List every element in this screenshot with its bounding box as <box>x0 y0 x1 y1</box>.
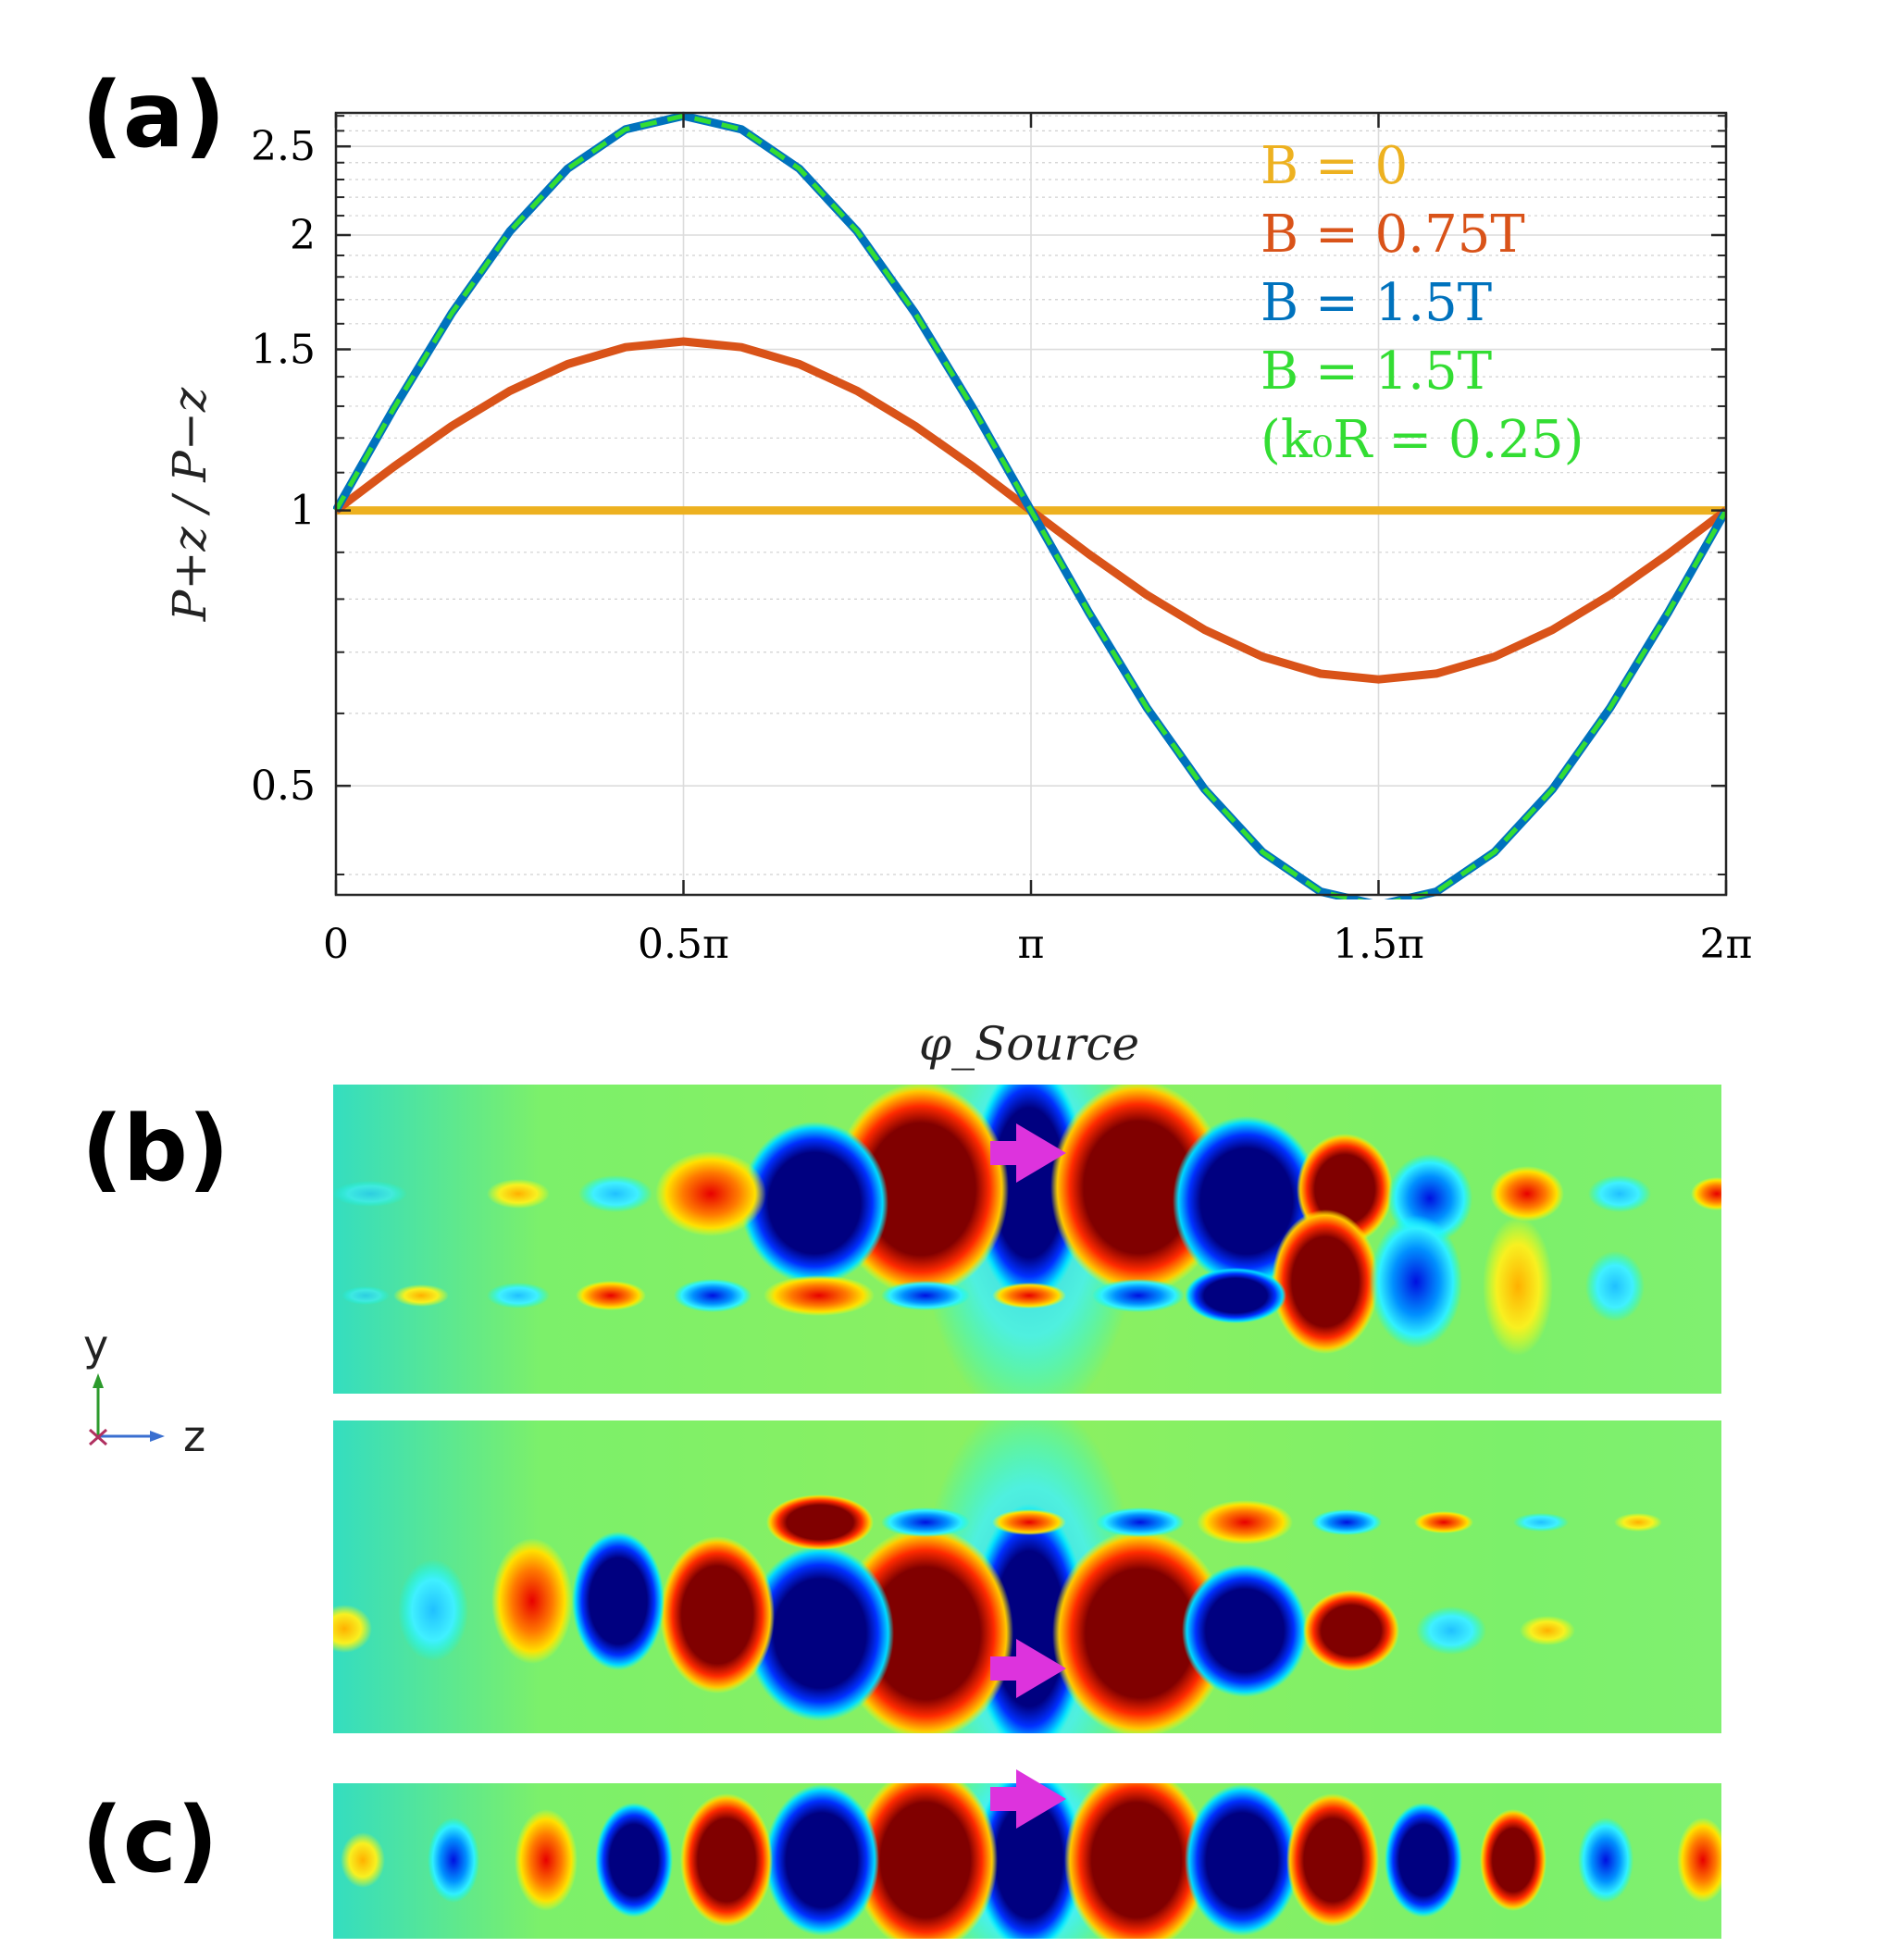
x-tick-label: 0 <box>323 921 349 968</box>
lobe <box>992 1283 1066 1309</box>
legend-entry-b15: B = 1.5T <box>1261 273 1492 333</box>
chart-plot-area: 0 0.5π π 1.5π 2π 0.5 1 1.5 2 2.5 <box>251 111 1752 968</box>
triad-z-arrow-icon <box>150 1431 165 1442</box>
lobe <box>1588 1175 1651 1212</box>
lobe <box>1303 1590 1399 1671</box>
lobe <box>740 1122 888 1284</box>
series-layer <box>333 111 1725 899</box>
triad-z-label: z <box>183 1411 205 1461</box>
lobe <box>1385 1803 1462 1917</box>
source-arrow-icon <box>990 1123 1066 1183</box>
lobe <box>515 1809 578 1911</box>
y-axis-label-text: P+z / P−z <box>163 387 217 622</box>
x-tick-labels: 0 0.5π π 1.5π 2π <box>323 921 1752 968</box>
lobe <box>428 1817 479 1903</box>
triad-y-label: y <box>83 1321 108 1371</box>
lobe <box>595 1803 673 1917</box>
lobe <box>1513 1513 1569 1532</box>
lobe <box>1197 1500 1293 1544</box>
lobe <box>746 1545 894 1721</box>
lobe <box>1272 1209 1379 1354</box>
y-tick-label: 2.5 <box>251 123 316 170</box>
lobe <box>853 1783 998 1939</box>
lobe <box>1677 1817 1721 1903</box>
field-map-b-top <box>333 1085 1721 1394</box>
y-tick-label: 0.5 <box>251 763 316 810</box>
lobe <box>1585 1251 1645 1321</box>
lobe <box>1691 1177 1721 1210</box>
series-line-3 <box>333 113 1725 899</box>
y-tick-labels: 0.5 1 1.5 2 2.5 <box>251 123 316 810</box>
legend-entry-k0r-note: (k₀R = 0.25) <box>1261 410 1584 470</box>
source-arrow-icon <box>990 1639 1066 1698</box>
triad-y-arrow-icon <box>93 1373 104 1388</box>
lobe <box>764 1784 879 1936</box>
lobe <box>766 1495 874 1550</box>
lobe <box>1064 1783 1209 1939</box>
lobe <box>341 1832 385 1888</box>
lobe <box>1096 1507 1185 1537</box>
y-tick-label: 1 <box>290 488 316 535</box>
lobe <box>342 1286 390 1305</box>
lobe <box>487 1283 550 1309</box>
panel-label-a: (a) <box>81 63 226 168</box>
lobe <box>674 1279 751 1312</box>
lobe <box>393 1284 449 1307</box>
legend-entry-b15-k0r: B = 1.5T <box>1261 341 1492 402</box>
lobe <box>1185 1784 1299 1936</box>
x-tick-label: 2π <box>1700 921 1753 968</box>
lobe <box>1286 1793 1379 1927</box>
field-map-c <box>333 1769 1721 1939</box>
x-tick-label: 0.5π <box>638 921 729 968</box>
lobe <box>655 1151 766 1236</box>
lobe <box>1480 1809 1546 1911</box>
lobe <box>572 1532 665 1670</box>
lobe <box>975 1783 1083 1939</box>
y-axis-label: P+z / P−z <box>163 387 217 622</box>
x-axis-label: φ_Source <box>919 1017 1139 1071</box>
lobe <box>1370 1215 1462 1348</box>
legend-entry-b075: B = 0.75T <box>1261 205 1525 265</box>
y-tick-label: 2 <box>290 212 316 259</box>
axes-triad: y z <box>83 1321 205 1461</box>
lobe <box>972 1085 1087 1303</box>
lobe <box>660 1536 775 1693</box>
x-tick-label: 1.5π <box>1333 921 1424 968</box>
legend-entry-b0: B = 0 <box>1261 136 1408 196</box>
lobe <box>1052 1530 1228 1733</box>
y-tick-label: 1.5 <box>251 327 316 374</box>
lobe <box>1490 1166 1564 1222</box>
lobe <box>333 1181 407 1207</box>
panel-label-c: (c) <box>81 1788 218 1893</box>
lobe <box>680 1793 773 1927</box>
source-arrow-icon <box>990 1769 1066 1829</box>
lobe <box>578 1175 652 1212</box>
lobe <box>1182 1564 1308 1697</box>
tick-marks <box>334 113 1728 895</box>
lobe <box>1483 1217 1553 1356</box>
lobe <box>333 1605 372 1653</box>
lobe <box>1311 1509 1382 1535</box>
lobe <box>1416 1606 1486 1655</box>
lobe <box>576 1281 646 1310</box>
lobe <box>491 1538 573 1664</box>
legend: B = 0 B = 0.75T B = 1.5T B = 1.5T (k₀R =… <box>1261 136 1584 470</box>
lobe <box>764 1275 875 1316</box>
lobe <box>487 1179 550 1209</box>
lobe <box>1578 1817 1633 1903</box>
triad-x-marker-icon <box>89 1428 107 1446</box>
lobe <box>1185 1268 1286 1323</box>
lobe <box>398 1559 468 1661</box>
x-tick-label: π <box>1018 921 1045 968</box>
lobe <box>1092 1279 1185 1312</box>
lobe <box>992 1509 1066 1535</box>
field-map-b-bottom <box>333 1420 1721 1733</box>
lobe <box>881 1507 970 1537</box>
lobe <box>1414 1511 1473 1533</box>
lobe <box>1520 1616 1575 1645</box>
lobe <box>881 1281 970 1310</box>
panel-label-b: (b) <box>81 1097 230 1202</box>
lobe <box>1614 1513 1662 1532</box>
